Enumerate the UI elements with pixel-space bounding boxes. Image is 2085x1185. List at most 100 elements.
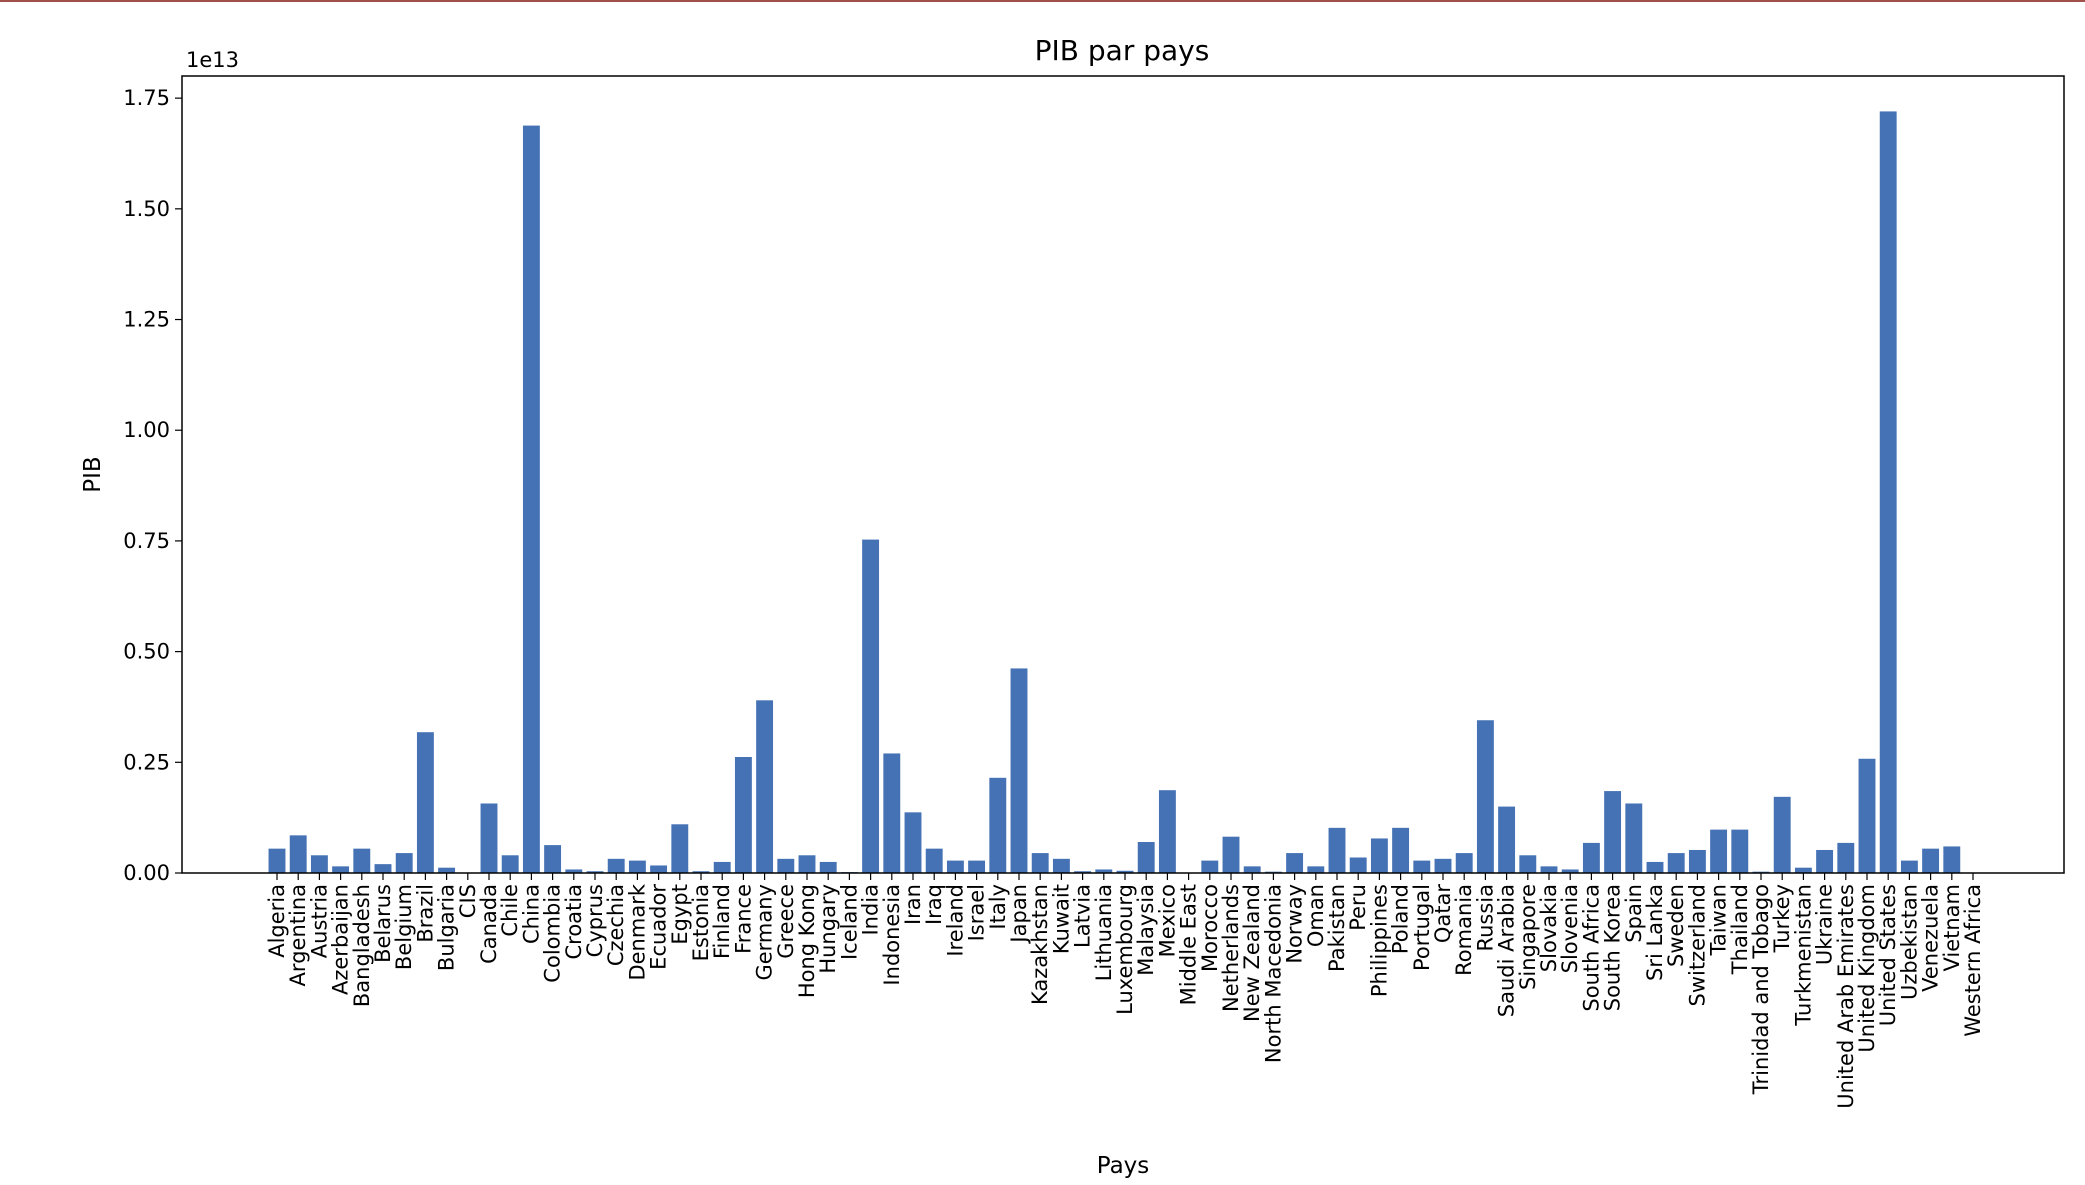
x-tick-label: Azerbaijan [329, 884, 353, 995]
x-tick-label: Colombia [541, 884, 565, 983]
x-tick-label: Qatar [1431, 884, 1455, 944]
bar [968, 860, 986, 873]
x-tick-label: Iran [901, 884, 925, 925]
bar [734, 756, 752, 873]
bar [1498, 806, 1516, 873]
x-tick-label: Algeria [265, 884, 289, 958]
x-tick-label: Ukraine [1813, 884, 1837, 965]
bars [268, 111, 1961, 874]
y-tick-label: 1.25 [123, 308, 170, 332]
bar [1095, 869, 1113, 873]
y-tick-label: 0.25 [123, 750, 170, 774]
bar [1010, 668, 1028, 873]
y-tick-label: 0.00 [123, 861, 170, 885]
x-tick-label: Greece [774, 884, 798, 959]
x-tick-label: Middle East [1177, 884, 1201, 1005]
x-tick-label: North Macedonia [1261, 884, 1285, 1063]
chart-title: PIB par pays [1035, 34, 1210, 67]
bar [1201, 860, 1219, 873]
x-tick-label: South Korea [1601, 884, 1625, 1011]
bar [1604, 791, 1622, 873]
x-tick-label: Slovenia [1558, 884, 1582, 973]
x-tick-label: Hong Kong [795, 884, 819, 998]
bar [1031, 853, 1049, 873]
x-tick-label: Poland [1389, 884, 1413, 954]
bar [1922, 848, 1940, 873]
x-tick-label: Thailand [1728, 884, 1752, 975]
x-tick-label: Taiwan [1707, 884, 1731, 956]
x-tick-label: Brazil [413, 884, 437, 943]
x-tick-label: Malaysia [1134, 884, 1158, 976]
bar [374, 864, 392, 873]
bar [862, 539, 880, 873]
bar [1413, 860, 1431, 873]
x-tick-label: Austria [307, 884, 331, 958]
bar [798, 855, 816, 873]
bar [1370, 838, 1388, 873]
bar [628, 860, 646, 873]
x-tick-label: Russia [1473, 884, 1497, 952]
bar [1710, 829, 1728, 873]
bar [332, 866, 350, 873]
x-tick-label: Argentina [286, 884, 310, 986]
bar [777, 858, 795, 873]
x-tick-label: Slovakia [1537, 884, 1561, 972]
bar [1900, 860, 1918, 873]
top-border [0, 0, 2085, 2]
x-tick-label: Philippines [1367, 884, 1391, 997]
x-tick-label: Italy [986, 884, 1010, 930]
bar [1943, 846, 1961, 873]
bar [1858, 758, 1876, 873]
x-tick-label: China [519, 884, 543, 944]
x-tick-label: Mexico [1155, 884, 1179, 957]
x-tick-label: United Kingdom [1855, 884, 1879, 1053]
bar [1328, 827, 1346, 873]
x-tick-label: CIS [456, 884, 480, 918]
bar [1074, 871, 1092, 873]
bar [1837, 842, 1855, 873]
y-tick-label: 1.50 [123, 197, 170, 221]
bar [607, 858, 625, 873]
x-tick-label: Portugal [1410, 884, 1434, 971]
x-tick-label: Morocco [1198, 884, 1222, 972]
bar [1646, 861, 1664, 873]
bar [989, 777, 1007, 873]
bar [565, 869, 583, 873]
x-tick-label: Uzbekistan [1897, 884, 1921, 1000]
bar [1455, 853, 1473, 873]
bar [1116, 870, 1134, 873]
y-tick-label: 1.75 [123, 86, 170, 110]
x-tick-label: Israel [965, 884, 989, 941]
x-tick-label: Sri Lanka [1643, 884, 1667, 981]
x-tick-label: France [731, 884, 755, 954]
x-tick-label: Estonia [689, 884, 713, 961]
bar [1519, 855, 1537, 873]
x-tick-label: Sweden [1664, 884, 1688, 967]
bar [268, 848, 286, 873]
x-axis-ticks: AlgeriaArgentinaAustriaAzerbaijanBanglad… [265, 873, 1985, 1109]
x-tick-label: Bulgaria [435, 884, 459, 971]
x-tick-label: Pakistan [1325, 884, 1349, 972]
bar [438, 867, 456, 873]
bar [819, 861, 837, 873]
bar [586, 871, 604, 873]
y-tick-label: 0.75 [123, 529, 170, 553]
x-tick-label: Czechia [604, 884, 628, 966]
x-tick-label: Western Africa [1961, 884, 1985, 1037]
bar [671, 824, 689, 873]
bar [1625, 803, 1643, 873]
x-tick-label: Latvia [1071, 884, 1095, 948]
bar [353, 848, 371, 873]
y-axis-offset-label: 1e13 [186, 48, 239, 72]
y-tick-label: 1.00 [123, 418, 170, 442]
bar [1540, 866, 1558, 873]
bar [1349, 857, 1367, 873]
y-axis-title: PIB [80, 456, 106, 492]
bar [1052, 858, 1070, 873]
x-tick-label: Norway [1283, 884, 1307, 964]
x-tick-label: Cyprus [583, 884, 607, 957]
x-tick-label: Chile [498, 884, 522, 937]
y-axis-ticks: 0.00 0.25 0.50 0.75 1.00 1.25 1.50 1.75 [123, 86, 182, 885]
x-tick-label: Croatia [562, 884, 586, 960]
